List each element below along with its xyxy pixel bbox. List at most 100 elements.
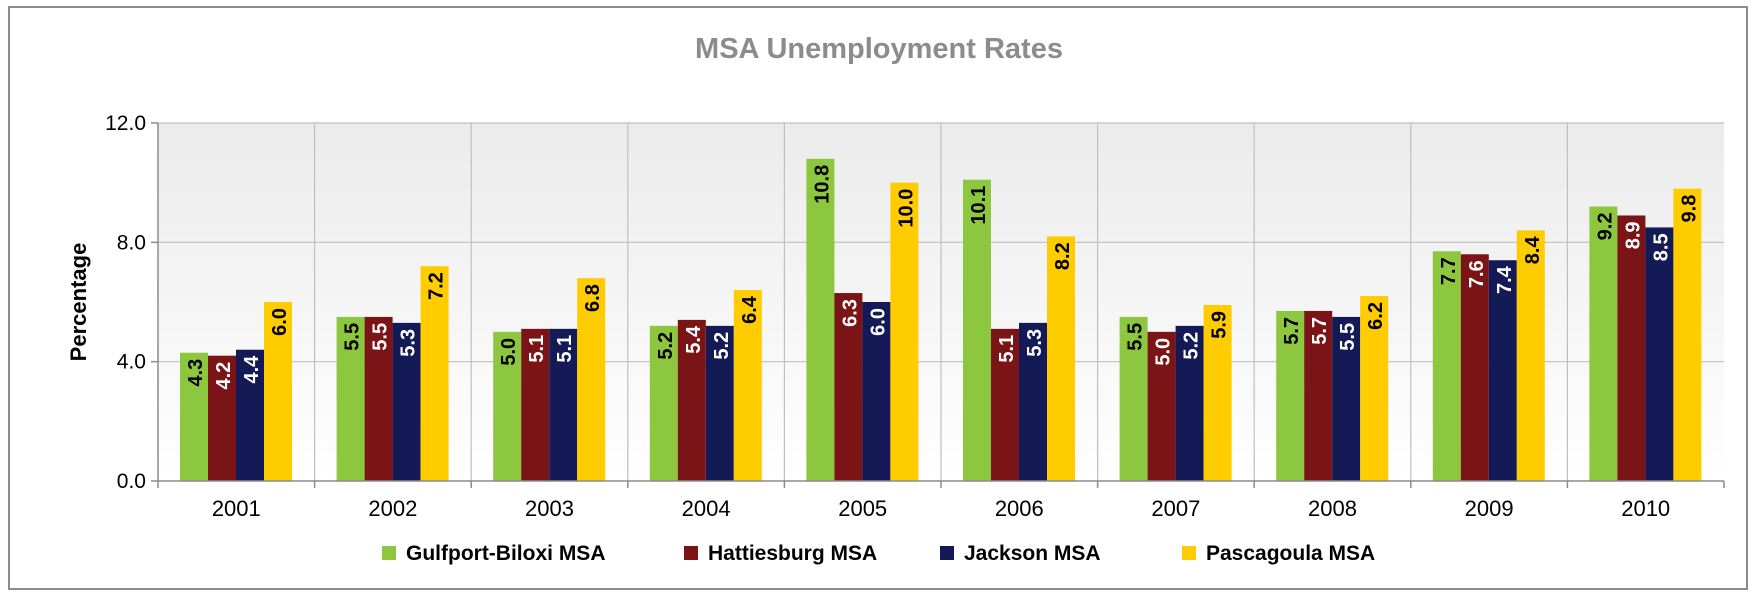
bar-data-label: 7.4 <box>1494 265 1516 294</box>
x-tick-label: 2006 <box>995 496 1044 521</box>
bar-data-label: 9.8 <box>1678 195 1700 223</box>
bar-data-label: 5.1 <box>554 335 576 363</box>
bar <box>264 302 292 481</box>
bar-data-label: 5.2 <box>655 332 677 360</box>
bar <box>1276 310 1305 481</box>
bar <box>1047 236 1075 481</box>
bar-data-label: 5.0 <box>1153 338 1175 366</box>
bar <box>1175 325 1204 481</box>
x-tick-label: 2004 <box>682 496 731 521</box>
bar <box>1304 310 1333 481</box>
bar-data-label: 5.9 <box>1209 311 1231 339</box>
bar-data-label: 10.8 <box>811 165 833 204</box>
bar <box>963 179 991 481</box>
bar-data-label: 8.5 <box>1650 233 1672 261</box>
gridlines <box>158 122 1724 481</box>
legend-label: Jackson MSA <box>964 542 1101 565</box>
bar-data-label: 8.9 <box>1622 221 1644 249</box>
y-tick-label: 8.0 <box>117 231 146 254</box>
bar <box>1432 251 1461 481</box>
legend-swatch <box>382 546 396 560</box>
bar-data-label: 6.2 <box>1365 302 1387 330</box>
legend-swatch <box>684 546 698 560</box>
legend-label: Gulfport-Biloxi MSA <box>406 542 605 565</box>
legend-label: Hattiesburg MSA <box>708 542 877 565</box>
y-tick-label: 0.0 <box>117 470 146 493</box>
bar <box>806 158 835 482</box>
bar <box>1488 260 1517 481</box>
y-tick-label: 12.0 <box>105 112 146 135</box>
bar <box>236 349 264 481</box>
bar-data-label: 4.2 <box>213 362 235 390</box>
bar <box>890 182 919 481</box>
bar-data-label: 9.2 <box>1594 213 1616 241</box>
bar <box>1460 254 1489 481</box>
bar-data-label: 5.5 <box>1337 323 1359 351</box>
bar-labels: 4.3 5.5 5.0 5.2 10.8 10.1 5.5 5.7 7.7 9.2 4.2 5.5 5.… <box>185 165 1700 390</box>
legend-swatch <box>940 546 954 560</box>
bar <box>1645 227 1674 481</box>
bar <box>180 352 208 481</box>
bar-data-label: 5.3 <box>398 329 420 357</box>
bar-data-label: 5.3 <box>1024 329 1046 357</box>
bar-data-label: 5.4 <box>683 325 705 354</box>
x-tick-label: 2002 <box>368 496 417 521</box>
bar-data-label: 6.3 <box>839 299 861 327</box>
bar <box>1119 316 1148 481</box>
chart-title: MSA Unemployment Rates <box>695 33 1063 65</box>
bar <box>336 316 365 481</box>
bar <box>1589 206 1618 482</box>
bar <box>1203 304 1232 481</box>
bar <box>991 328 1019 481</box>
bar <box>1360 296 1389 481</box>
bar-data-label: 5.0 <box>498 338 520 366</box>
bar-data-label: 5.5 <box>342 323 364 351</box>
x-tick-label: 2009 <box>1465 496 1514 521</box>
x-tick-label: 2003 <box>525 496 574 521</box>
bars <box>180 158 1702 482</box>
bar-data-label: 10.0 <box>895 189 917 228</box>
bar <box>392 322 421 481</box>
bar <box>1516 230 1545 481</box>
bar-data-label: 5.7 <box>1309 317 1331 345</box>
legend: Gulfport-Biloxi MSA Hattiesburg MSA Jackso… <box>382 542 1375 565</box>
bar <box>364 316 393 481</box>
bar <box>549 328 578 481</box>
bar <box>493 331 522 481</box>
x-tick-label: 2008 <box>1308 496 1357 521</box>
bar-data-label: 5.5 <box>370 323 392 351</box>
y-tick-label: 4.0 <box>117 351 146 374</box>
bar <box>420 266 449 481</box>
y-axis-label: Percentage <box>66 243 91 362</box>
x-axis-ticks: 2001 2002 2003 2004 2005 2006 2007 2008 2009 2010 <box>157 481 1725 521</box>
bar <box>208 355 236 481</box>
bar-data-label: 5.1 <box>526 335 548 363</box>
bar-data-label: 7.7 <box>1438 257 1460 285</box>
bar <box>705 325 734 481</box>
bar-data-label: 5.7 <box>1281 317 1303 345</box>
bar-data-label: 8.2 <box>1052 242 1074 270</box>
y-axis-ticks: 0.0 4.0 8.0 12.0 <box>105 112 158 493</box>
bar <box>1019 322 1047 481</box>
bar-data-label: 6.8 <box>582 284 604 312</box>
bar <box>577 278 606 481</box>
bar-data-label: 6.0 <box>269 308 291 336</box>
bar-data-label: 10.1 <box>968 186 990 225</box>
bar-data-label: 5.5 <box>1125 323 1147 351</box>
x-tick-label: 2010 <box>1621 496 1670 521</box>
legend-swatch <box>1182 546 1196 560</box>
x-tick-label: 2001 <box>212 496 261 521</box>
bar <box>862 302 891 481</box>
x-tick-label: 2007 <box>1151 496 1200 521</box>
bar <box>834 293 863 481</box>
bar <box>733 290 762 481</box>
bar <box>1673 188 1702 481</box>
bar-data-label: 4.4 <box>241 355 263 384</box>
bar-data-label: 5.1 <box>996 335 1018 363</box>
bar <box>1147 331 1176 481</box>
bar-data-label: 5.2 <box>1181 332 1203 360</box>
x-tick-label: 2005 <box>838 496 887 521</box>
bar <box>521 328 550 481</box>
bar-data-label: 5.2 <box>711 332 733 360</box>
